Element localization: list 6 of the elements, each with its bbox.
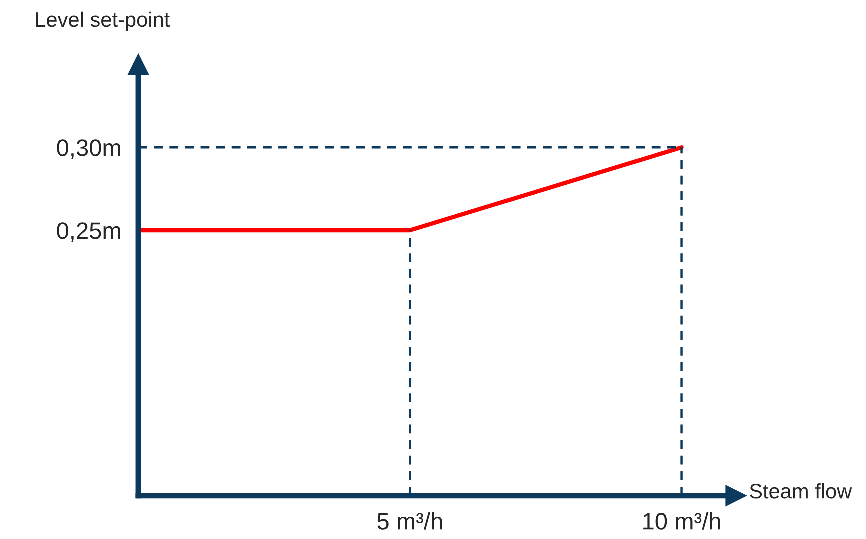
y-tick-label: 0,30m — [57, 140, 120, 160]
x-tick-label: 5 m³/h — [378, 512, 442, 530]
y-axis-title: Level set-point — [36, 12, 170, 32]
y-tick-label: 0,25m — [57, 222, 120, 242]
x-tick-label: 10 m³/h — [644, 512, 720, 530]
x-axis-title: Steam flow — [750, 483, 852, 499]
